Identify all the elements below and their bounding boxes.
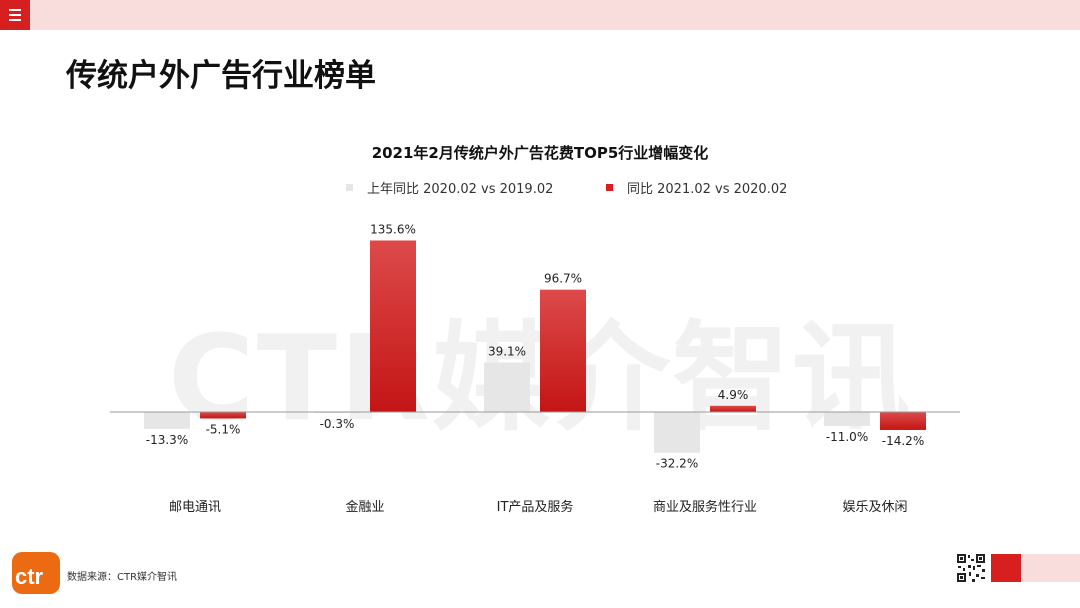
bar-prior-year-1 xyxy=(144,412,190,429)
data-label-prior-year-3: 39.1% xyxy=(488,345,526,359)
category-label-4: 商业及服务性行业 xyxy=(653,499,757,515)
legend-swatch-prior-year xyxy=(346,183,353,191)
bar-current-year-1 xyxy=(200,412,246,419)
logo-text: ctr xyxy=(15,564,44,589)
chart-title: 2021年2月传统户外广告花费TOP5行业增幅变化 xyxy=(371,144,709,162)
legend-label-current-year: 同比 2021.02 vs 2020.02 xyxy=(627,181,788,197)
data-label-prior-year-5: -11.0% xyxy=(826,430,868,444)
bar-current-year-4 xyxy=(710,405,756,412)
legend-label-prior-year: 上年同比 2020.02 vs 2019.02 xyxy=(367,181,554,197)
data-source: 数据来源：CTR媒介智讯 xyxy=(67,572,178,583)
category-label-5: 娱乐及休闲 xyxy=(842,500,907,515)
data-label-current-year-5: -14.2% xyxy=(882,434,924,448)
data-label-current-year-4: 4.9% xyxy=(718,388,749,402)
category-label-2: 金融业 xyxy=(345,499,384,515)
hamburger-menu-icon[interactable] xyxy=(0,0,30,30)
footer-accent-pink xyxy=(1021,554,1080,582)
bar-current-year-3 xyxy=(540,289,586,412)
footer-accent-red xyxy=(991,554,1021,582)
top-bar xyxy=(0,0,1080,30)
data-label-current-year-2: 135.6% xyxy=(370,222,416,236)
page-title: 传统户外广告行业榜单 xyxy=(66,58,376,94)
watermark: CTR媒介智讯 xyxy=(168,309,912,447)
bar-current-year-2 xyxy=(370,240,416,412)
legend-item-prior-year: 上年同比 2020.02 vs 2019.02 xyxy=(346,179,554,197)
category-label-1: 邮电通讯 xyxy=(169,500,221,515)
legend-item-current-year: 同比 2021.02 vs 2020.02 xyxy=(606,179,788,197)
data-label-current-year-1: -5.1% xyxy=(206,422,241,436)
qr-code xyxy=(956,553,986,583)
ctr-logo: ctr xyxy=(12,552,60,594)
bar-current-year-5 xyxy=(880,412,926,430)
category-label-3: IT产品及服务 xyxy=(497,499,574,515)
data-label-prior-year-4: -32.2% xyxy=(656,457,698,471)
legend-swatch-current-year xyxy=(606,183,613,191)
bar-prior-year-3 xyxy=(484,362,530,412)
bar-prior-year-4 xyxy=(654,412,700,453)
data-label-prior-year-2: -0.3% xyxy=(320,417,355,431)
data-label-current-year-3: 96.7% xyxy=(544,272,582,286)
data-label-prior-year-1: -13.3% xyxy=(146,433,188,447)
bar-prior-year-5 xyxy=(824,412,870,426)
